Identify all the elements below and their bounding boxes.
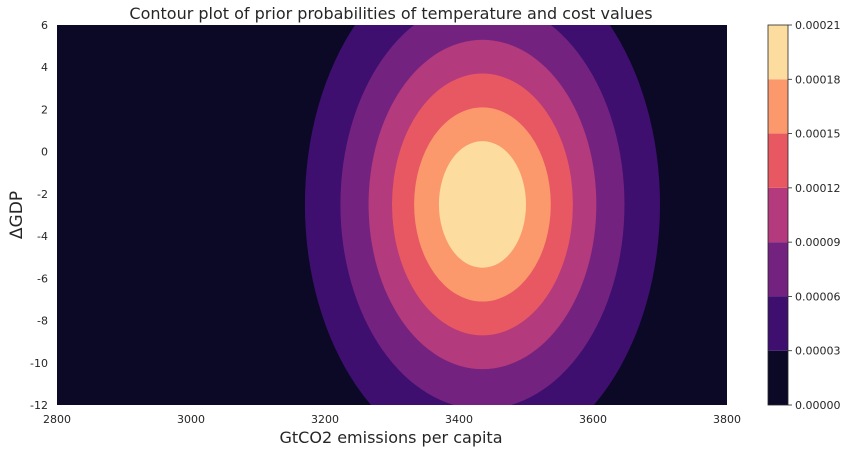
colorbar-tick-label: 0.00006 xyxy=(795,290,841,303)
colorbar-tick-label: 0.00018 xyxy=(795,73,841,86)
colorbar-segment xyxy=(768,242,788,297)
x-tick-label: 2800 xyxy=(43,413,71,426)
colorbar-tick-label: 0.00000 xyxy=(795,399,841,412)
colorbar-segment xyxy=(768,79,788,134)
colorbar: 0.00021 0.00018 0.00015 0.00012 0.00009 0.000… xyxy=(767,19,841,412)
y-tick-label: -12 xyxy=(30,399,48,412)
x-tick-label: 3800 xyxy=(713,413,741,426)
colorbar-tick-label: 0.00015 xyxy=(795,128,841,141)
y-tick-label: -2 xyxy=(37,188,48,201)
plot-area xyxy=(57,25,727,405)
colorbar-tick-label: 0.00012 xyxy=(795,182,841,195)
y-tick-label: 2 xyxy=(41,103,48,116)
x-tick-label: 3600 xyxy=(579,413,607,426)
y-tick-label: -10 xyxy=(30,357,48,370)
y-axis: 6 4 2 0 -2 -4 -6 -8 -10 -12 xyxy=(30,19,48,412)
x-axis: 2800 3000 3200 3400 3600 3800 xyxy=(43,413,741,426)
colorbar-tick-label: 0.00021 xyxy=(795,19,841,32)
colorbar-segment xyxy=(768,296,788,351)
y-tick-label: -6 xyxy=(37,272,48,285)
y-tick-label: 0 xyxy=(41,146,48,159)
colorbar-segment xyxy=(768,133,788,188)
y-tick-label: 6 xyxy=(41,19,48,32)
colorbar-tick-label: 0.00003 xyxy=(795,345,841,358)
y-tick-label: -4 xyxy=(37,230,48,243)
colorbar-tick-label: 0.00009 xyxy=(795,236,841,249)
colorbar-frame xyxy=(767,24,789,406)
contour-band-6 xyxy=(438,141,526,268)
y-axis-title: ΔGDP xyxy=(7,191,27,239)
x-tick-label: 3400 xyxy=(445,413,473,426)
x-axis-title: GtCO2 emissions per capita xyxy=(280,428,503,447)
y-tick-label: -8 xyxy=(37,315,48,328)
chart-title: Contour plot of prior probabilities of t… xyxy=(129,4,652,23)
x-tick-label: 3200 xyxy=(311,413,339,426)
colorbar-segment xyxy=(768,350,788,405)
colorbar-segment xyxy=(768,187,788,243)
y-tick-label: 4 xyxy=(41,61,48,74)
colorbar-segment xyxy=(768,25,788,80)
x-tick-label: 3000 xyxy=(177,413,205,426)
